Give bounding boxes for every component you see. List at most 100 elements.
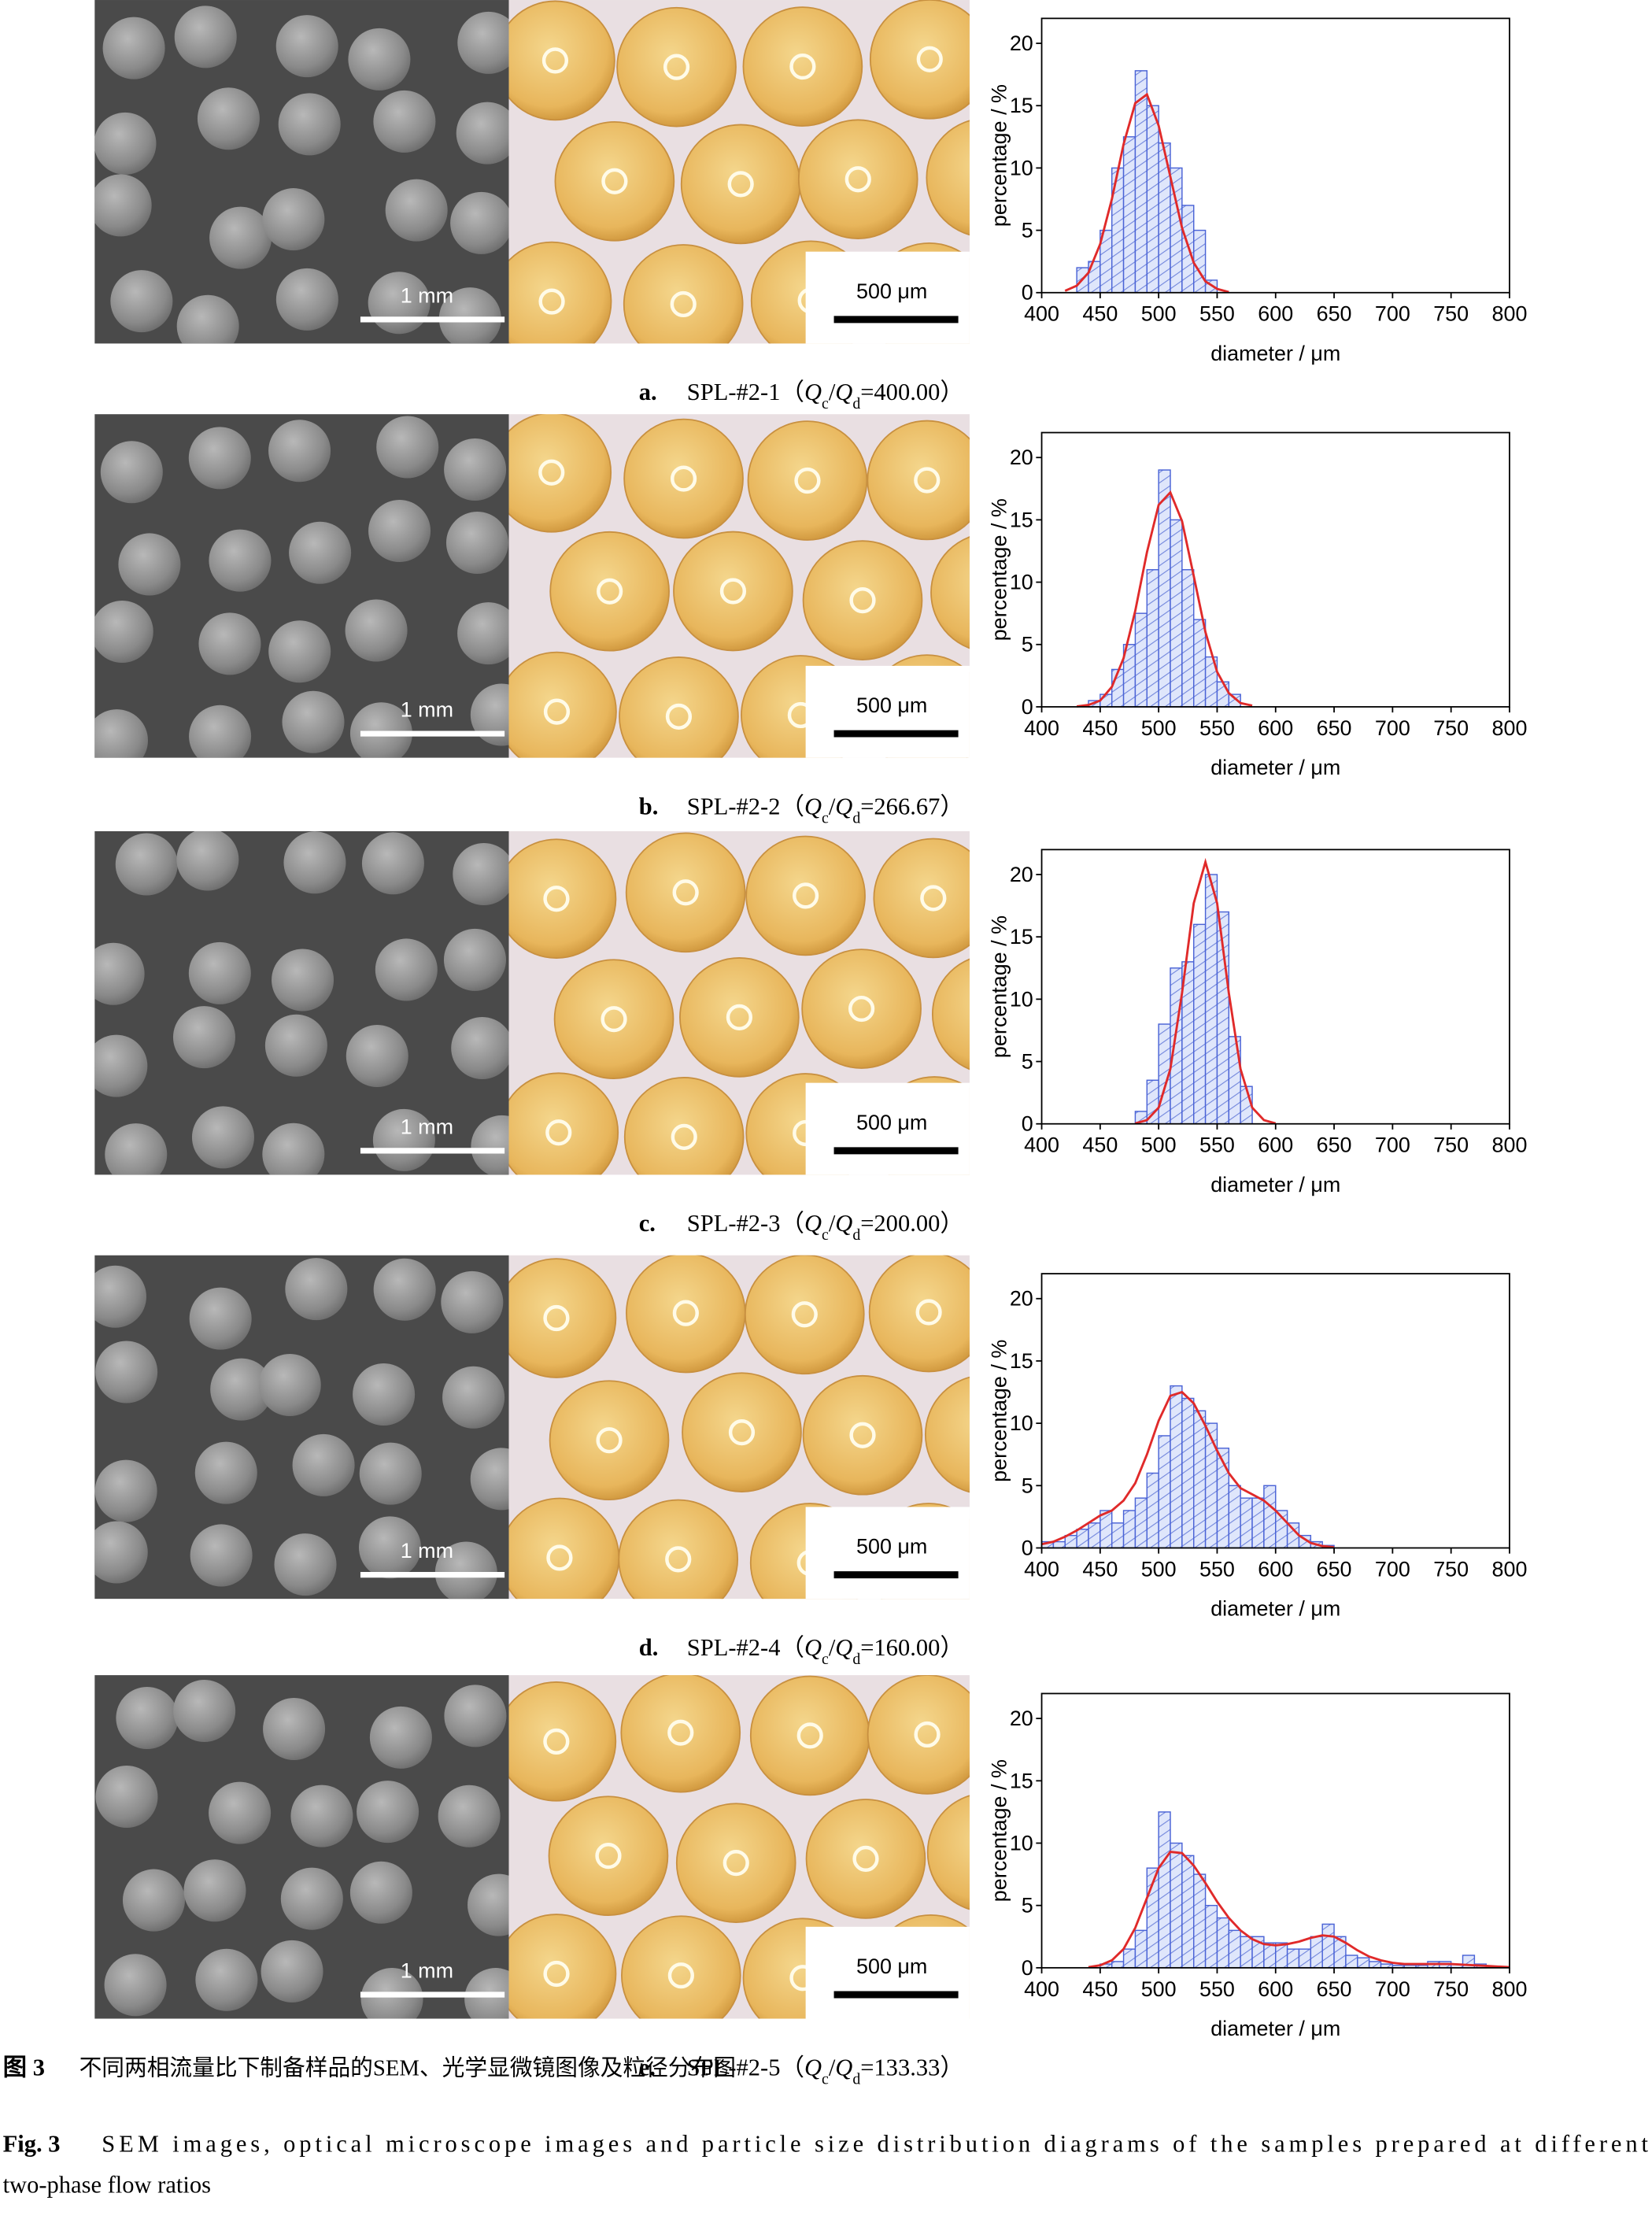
- sem-particle: [444, 438, 507, 501]
- sem-particle: [443, 928, 506, 991]
- optical-particle: [873, 838, 970, 959]
- optical-particle: [924, 1376, 970, 1493]
- sem-particle: [183, 1859, 246, 1922]
- caption-part: c: [822, 1651, 829, 1668]
- sem-particle: [445, 512, 508, 575]
- optical-particle: [619, 656, 739, 758]
- optical-scale-label: 500 μm: [856, 1535, 927, 1559]
- histogram-bar: [1134, 1497, 1148, 1549]
- optical-particle-ring: [543, 886, 570, 912]
- sem-particle: [190, 1524, 253, 1587]
- caption-en-text: SEM images, optical microscope images an…: [102, 2130, 1648, 2157]
- sem-particle: [280, 1867, 343, 1930]
- histogram-bar: [1310, 1936, 1323, 1969]
- x-tick-label: 450: [1082, 1134, 1118, 1157]
- sem-image: 1 mm: [94, 1675, 509, 2019]
- histogram-bar: [1368, 1961, 1382, 1969]
- caption-part: /: [829, 1210, 836, 1237]
- histogram-bar: [1321, 1923, 1335, 1969]
- sem-particle: [94, 1459, 157, 1522]
- optical-particle-ring: [543, 1304, 570, 1332]
- optical-particle: [682, 1372, 802, 1492]
- histogram-bar: [1263, 1485, 1277, 1549]
- sem-particles: [95, 1679, 509, 2019]
- optical-particle-ring: [543, 698, 571, 725]
- sem-particle: [278, 93, 341, 156]
- sem-particle: [118, 533, 181, 596]
- optical-particle-ring: [796, 1722, 823, 1749]
- optical-scale-label: 500 μm: [856, 279, 927, 303]
- caption-en-label: Fig. 3: [3, 2130, 61, 2157]
- optical-particle-ring: [916, 46, 943, 72]
- panel-caption: SPL-#2-1（Qc/Qd=400.00）: [687, 379, 964, 412]
- sem-particles: [94, 6, 509, 344]
- caption-part: d: [852, 2070, 860, 2088]
- optical-particle-ring: [671, 1123, 697, 1150]
- x-tick-label: 750: [1433, 302, 1469, 326]
- caption-part: c: [822, 2070, 829, 2088]
- optical-particle-ring: [597, 578, 623, 605]
- histogram-bar: [1193, 1873, 1207, 1969]
- x-tick-label: 450: [1082, 1557, 1118, 1581]
- optical-particle-ring: [596, 1427, 623, 1454]
- fit-curve: [1076, 490, 1253, 708]
- panel: 1 mm 500 μm 400 450 500 550 600 650 700 750 800 0 5 1…: [94, 0, 1527, 412]
- histogram-chart: 400 450 500 550 600 650 700 750 800 0 5 10 15 20 diame…: [988, 1273, 1528, 1621]
- x-tick-label: 650: [1317, 1557, 1352, 1581]
- caption-cn-label: 图 3: [3, 2054, 45, 2080]
- optical-image: 500 μm: [508, 830, 970, 1175]
- optical-particle: [508, 0, 615, 121]
- fit-curve: [1064, 92, 1229, 294]
- sem-scale-label: 1 mm: [401, 1958, 453, 1982]
- optical-particle-ring: [670, 290, 697, 318]
- y-tick-label: 0: [1022, 695, 1033, 719]
- optical-particle: [508, 241, 612, 344]
- x-tick-label: 400: [1024, 1134, 1059, 1157]
- sem-particle: [349, 702, 412, 758]
- caption-part: d: [852, 395, 860, 412]
- histogram-bar: [1193, 229, 1207, 294]
- sem-particle: [289, 521, 352, 584]
- sem-particle: [173, 1679, 236, 1742]
- sem-particle: [262, 1122, 325, 1175]
- optical-particle: [926, 120, 970, 236]
- x-tick-label: 550: [1199, 1977, 1235, 2001]
- x-tick-label: 600: [1258, 1557, 1293, 1581]
- x-tick-label: 800: [1492, 1557, 1528, 1581]
- histogram-bar: [1099, 693, 1113, 708]
- optical-particle: [868, 1255, 970, 1373]
- sem-particle: [434, 1541, 497, 1600]
- optical-particle: [745, 835, 866, 956]
- y-axis-label: percentage / %: [988, 915, 1011, 1058]
- optical-particle: [508, 1914, 617, 2019]
- sem-particle: [209, 1781, 272, 1844]
- histogram-bar: [1122, 1510, 1136, 1549]
- panel-label: d.: [639, 1634, 659, 1661]
- histogram-bar: [1275, 1942, 1288, 1969]
- sem-particle: [442, 1366, 505, 1429]
- sem-particle: [282, 690, 345, 753]
- sem-particle: [453, 843, 509, 906]
- sem-particle: [94, 1034, 148, 1097]
- optical-particle: [797, 119, 918, 240]
- optical-particle-ring: [915, 1299, 942, 1326]
- optical-particle: [867, 1675, 970, 1795]
- optical-particle-ring: [791, 1301, 818, 1328]
- sem-particle: [262, 188, 325, 251]
- histogram-bar: [1193, 923, 1207, 1125]
- plot-frame: [1040, 849, 1510, 1125]
- sem-particle: [368, 500, 431, 563]
- optical-particle-ring: [672, 1300, 699, 1326]
- sem-particle: [95, 1341, 158, 1404]
- x-tick-label: 500: [1141, 1557, 1177, 1581]
- caption-part: Q: [835, 1634, 852, 1661]
- x-tick-label: 600: [1258, 302, 1293, 326]
- sem-particle: [376, 416, 439, 479]
- optical-particle-ring: [914, 1721, 941, 1748]
- x-tick-label: 800: [1492, 1977, 1528, 2001]
- histogram-bar: [1228, 1485, 1241, 1549]
- optical-particle: [742, 6, 863, 127]
- caption-part: d: [852, 1651, 860, 1668]
- sem-particle: [176, 830, 239, 891]
